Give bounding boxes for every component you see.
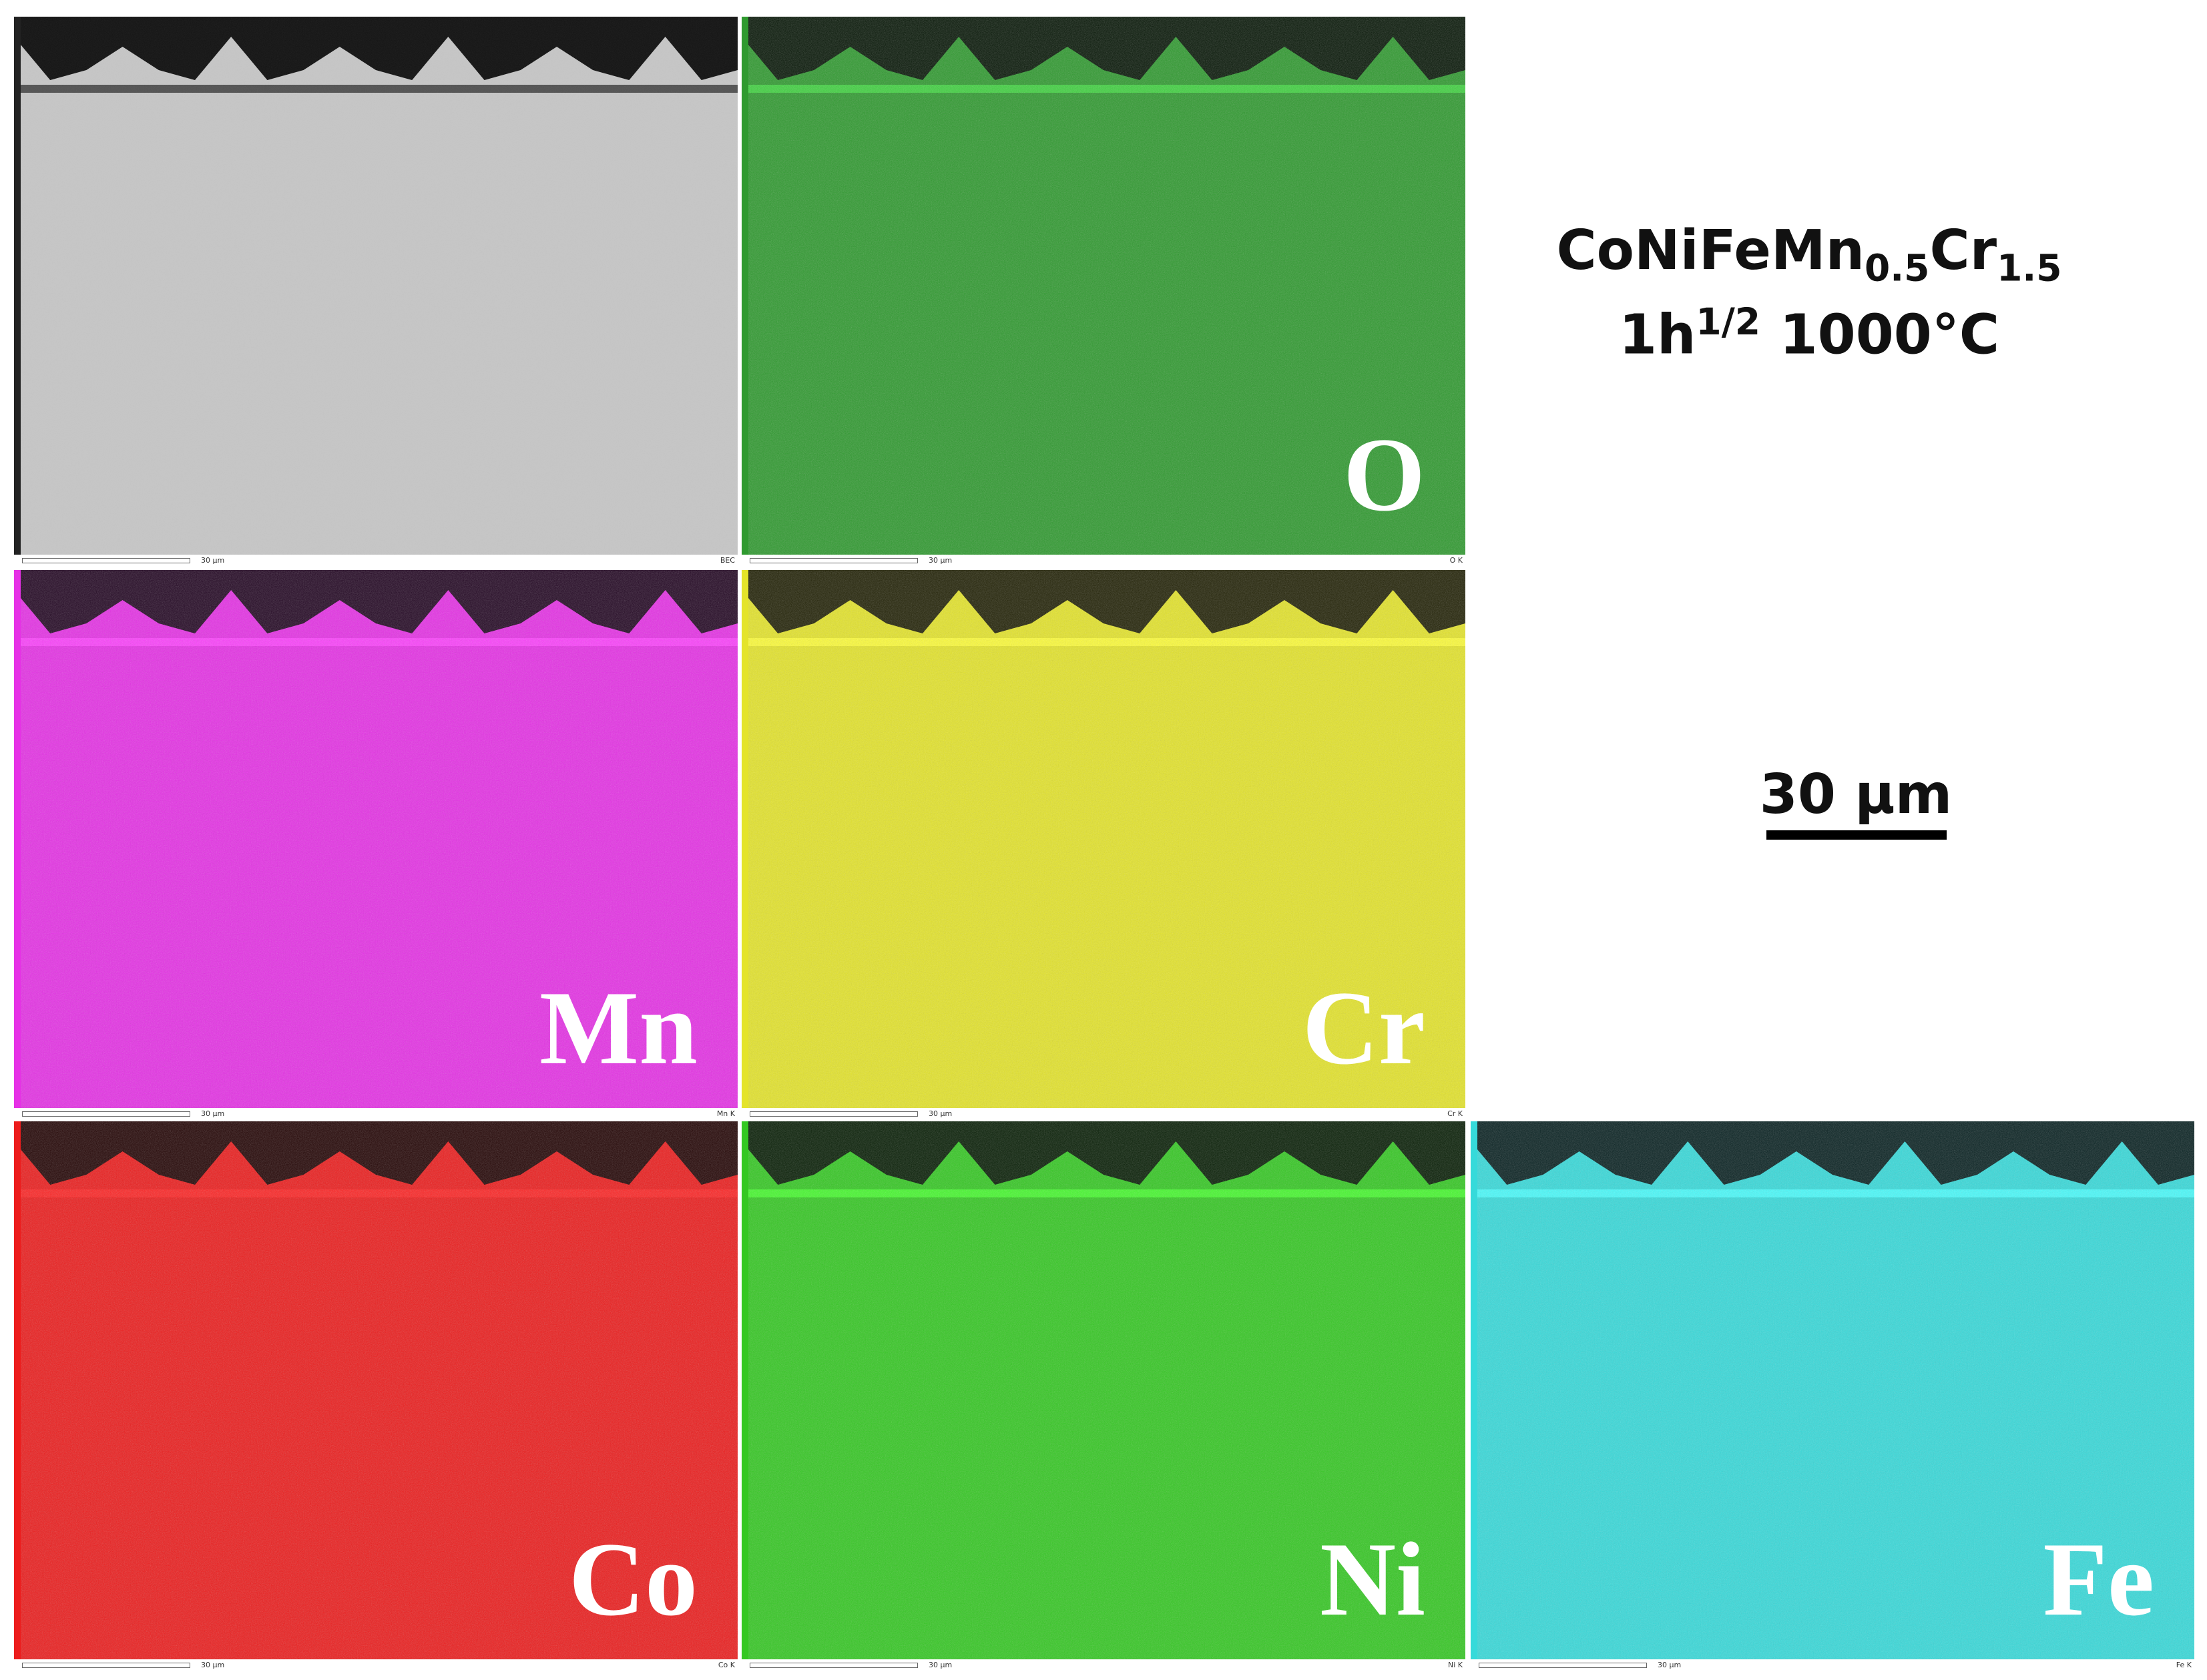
- element-label: Mn: [539, 970, 698, 1087]
- scale-bar: [1766, 830, 1947, 840]
- element-label: Ni: [1320, 1521, 1425, 1638]
- panel-footer: 30 µm Fe K: [1471, 1659, 2194, 1671]
- panel-footer: 30 µm Cr K: [742, 1108, 1465, 1120]
- edge-strip: [14, 570, 21, 1108]
- footer-tag: Fe K: [2176, 1661, 2192, 1669]
- panel-footer: 30 µm Co K: [14, 1659, 738, 1671]
- footer-scale-bar: [750, 1111, 918, 1117]
- footer-tag: Co K: [718, 1661, 735, 1669]
- panel-footer: 30 µm Mn K: [14, 1108, 738, 1120]
- panel-footer: 30 µm BEC: [14, 555, 738, 567]
- footer-tag: O K: [1449, 556, 1463, 565]
- footer-tag: Cr K: [1447, 1109, 1463, 1118]
- footer-tag: Mn K: [716, 1109, 735, 1118]
- edge-strip: [1471, 1121, 1477, 1659]
- noise: [742, 17, 1465, 555]
- map-image: [14, 1121, 738, 1659]
- footer-scale: 30 µm: [929, 1109, 953, 1118]
- map-panel: Mn 30 µm Mn K: [14, 570, 738, 1120]
- edge-strip: [742, 1121, 748, 1659]
- element-label: O: [1343, 416, 1425, 533]
- condition-part: 1h: [1618, 303, 1696, 367]
- noise: [14, 17, 738, 555]
- map-panel: O 30 µm O K: [742, 17, 1465, 567]
- map-image: [742, 17, 1465, 555]
- footer-scale-bar: [1479, 1663, 1647, 1668]
- panel-footer: 30 µm Ni K: [742, 1659, 1465, 1671]
- element-label: Cr: [1302, 970, 1425, 1087]
- noise: [742, 1121, 1465, 1659]
- edge-strip: [742, 17, 748, 555]
- footer-scale-bar: [750, 558, 918, 563]
- condition-sup: 1/2: [1696, 300, 1761, 343]
- map-image: [14, 570, 738, 1108]
- noise: [1471, 1121, 2194, 1659]
- condition: 1h1/2 1000°C: [1475, 304, 2143, 362]
- footer-scale: 30 µm: [929, 556, 953, 565]
- edge-strip: [742, 570, 748, 1108]
- title-sub: 1.5: [1997, 246, 2062, 290]
- footer-tag: BEC: [720, 556, 735, 565]
- map-panel: Cr 30 µm Cr K: [742, 570, 1465, 1120]
- footer-scale: 30 µm: [929, 1661, 953, 1669]
- map-panel: Fe 30 µm Fe K: [1471, 1121, 2194, 1671]
- footer-scale-bar: [22, 1663, 190, 1668]
- map-image: [1471, 1121, 2194, 1659]
- title-sub: 0.5: [1865, 246, 1930, 290]
- map-image: [742, 1121, 1465, 1659]
- map-panel: 30 µm BEC: [14, 17, 738, 567]
- map-panel: Co 30 µm Co K: [14, 1121, 738, 1671]
- edge-strip: [14, 17, 21, 555]
- footer-scale-bar: [750, 1663, 918, 1668]
- noise: [742, 570, 1465, 1108]
- footer-scale: 30 µm: [1658, 1661, 1682, 1669]
- map-image: [742, 570, 1465, 1108]
- title-part: CoNiFeMn: [1556, 219, 1865, 282]
- edge-strip: [14, 1121, 21, 1659]
- footer-scale: 30 µm: [201, 1109, 225, 1118]
- map-panel: Ni 30 µm Ni K: [742, 1121, 1465, 1671]
- footer-scale-bar: [22, 558, 190, 563]
- footer-scale: 30 µm: [201, 1661, 225, 1669]
- condition-part: 1000°C: [1760, 303, 2000, 367]
- map-image: [14, 17, 738, 555]
- footer-scale: 30 µm: [201, 556, 225, 565]
- element-label: Co: [568, 1521, 698, 1638]
- noise: [14, 570, 738, 1108]
- footer-scale-bar: [22, 1111, 190, 1117]
- title-part: Cr: [1929, 219, 1997, 282]
- panel-footer: 30 µm O K: [742, 555, 1465, 567]
- noise: [14, 1121, 738, 1659]
- alloy-title: CoNiFeMn0.5Cr1.5: [1475, 224, 2143, 286]
- footer-tag: Ni K: [1448, 1661, 1463, 1669]
- scale-label: 30 µm: [1759, 763, 1953, 826]
- element-label: Fe: [2043, 1521, 2154, 1638]
